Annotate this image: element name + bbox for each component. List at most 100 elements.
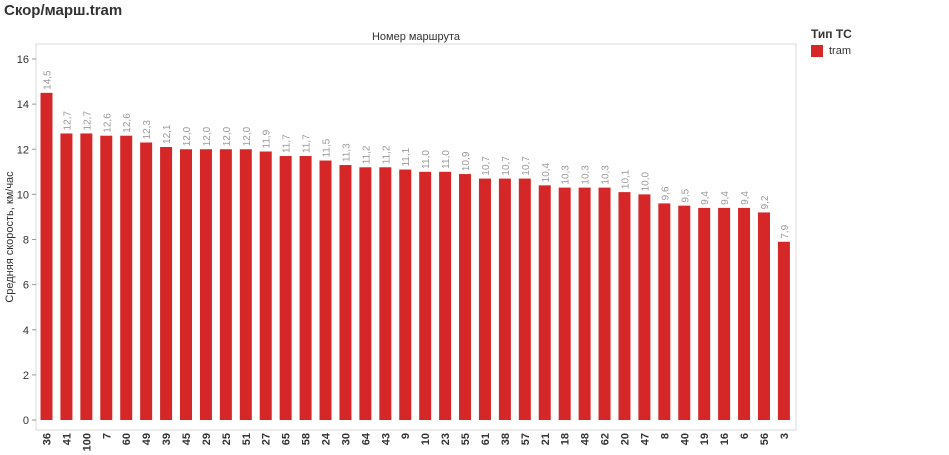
bar-route-56[interactable] [757, 212, 770, 420]
bar-value-label: 10,4 [541, 162, 552, 182]
bar-value-label: 10,3 [601, 165, 612, 185]
x-tick-label: 56 [759, 433, 771, 445]
bar-value-label: 11,9 [262, 129, 273, 148]
bar-route-19[interactable] [698, 207, 711, 420]
x-tick-label: 41 [61, 433, 73, 445]
bar-value-label: 9,4 [720, 191, 731, 205]
x-tick-label: 23 [440, 433, 452, 445]
x-tick-label: 49 [141, 433, 153, 445]
x-tick-label: 18 [560, 433, 572, 445]
bar-route-45[interactable] [180, 149, 193, 420]
bar-route-58[interactable] [299, 156, 312, 421]
bar-route-38[interactable] [498, 178, 511, 420]
x-tick-label: 65 [281, 433, 293, 445]
bar-route-43[interactable] [379, 167, 392, 420]
bar-route-64[interactable] [359, 167, 372, 420]
bar-value-label: 11,3 [341, 143, 352, 162]
bar-value-label: 9,4 [700, 191, 711, 205]
bar-value-label: 12,0 [202, 126, 213, 146]
x-tick-label: 38 [500, 433, 512, 445]
legend-label: tram [829, 45, 851, 57]
bar-value-label: 10,0 [640, 171, 651, 191]
bar-value-label: 12,0 [242, 126, 253, 146]
y-tick-label: 4 [23, 325, 29, 337]
bar-route-41[interactable] [60, 133, 73, 421]
bar-route-23[interactable] [439, 171, 452, 420]
bar-value-label: 10,9 [461, 151, 472, 171]
bar-value-label: 12,0 [222, 126, 233, 146]
x-tick-label: 16 [719, 433, 731, 445]
x-tick-label: 39 [161, 433, 173, 445]
y-axis-label: Средняя скорость, км/час [4, 171, 16, 303]
bar-route-7[interactable] [100, 135, 113, 420]
bar-value-label: 10,3 [561, 165, 572, 185]
x-tick-label: 45 [181, 433, 193, 445]
bar-route-48[interactable] [578, 187, 591, 420]
x-tick-label: 24 [321, 432, 333, 445]
bar-route-62[interactable] [598, 187, 611, 420]
y-tick-label: 16 [17, 54, 29, 66]
bar-route-25[interactable] [219, 149, 232, 420]
x-tick-label: 9 [400, 433, 412, 439]
bar-route-24[interactable] [319, 160, 332, 420]
bar-value-label: 10,1 [620, 169, 631, 189]
y-axis: 0 2 4 6 8 10 12 14 16 [17, 54, 36, 427]
x-tick-label: 3 [779, 433, 791, 439]
bar-route-60[interactable] [120, 135, 133, 420]
x-tick-label: 8 [659, 433, 671, 439]
legend-item-tram[interactable]: tram [811, 45, 852, 57]
y-tick-label: 6 [23, 280, 29, 292]
x-tick-label: 36 [42, 433, 54, 445]
x-tick-label: 48 [580, 433, 592, 445]
x-tick-label: 7 [101, 433, 113, 439]
bar-route-55[interactable] [459, 174, 472, 420]
bar-value-label: 12,6 [102, 113, 113, 133]
y-tick-label: 10 [17, 189, 29, 201]
bar-value-label: 14,5 [43, 70, 54, 90]
bar-value-label: 11,1 [401, 147, 412, 166]
x-tick-label: 55 [460, 433, 472, 445]
x-tick-label: 61 [480, 433, 492, 445]
bar-route-21[interactable] [538, 185, 551, 420]
bar-route-40[interactable] [678, 205, 691, 420]
legend: Тип ТС tram [811, 27, 852, 57]
bar-route-100[interactable] [80, 133, 93, 421]
x-tick-label: 21 [540, 433, 552, 445]
bar-route-47[interactable] [638, 194, 651, 420]
x-tick-label: 60 [121, 433, 133, 445]
bar-route-9[interactable] [399, 169, 412, 420]
bar-route-49[interactable] [140, 142, 153, 420]
bar-route-16[interactable] [718, 207, 731, 420]
bar-route-29[interactable] [199, 149, 212, 420]
bar-route-18[interactable] [558, 187, 571, 420]
x-tick-label: 57 [520, 433, 532, 445]
x-tick-label: 20 [619, 433, 631, 445]
bar-value-label: 9,4 [740, 191, 751, 205]
bar-route-27[interactable] [259, 151, 272, 420]
bar-value-label: 7,9 [780, 224, 791, 238]
x-tick-label: 6 [739, 433, 751, 439]
bar-route-65[interactable] [279, 156, 292, 421]
bar-route-51[interactable] [239, 149, 252, 420]
bar-value-label: 12,1 [162, 124, 173, 144]
bar-value-label: 10,7 [481, 156, 492, 176]
bar-route-3[interactable] [777, 241, 790, 420]
bar-route-36[interactable] [40, 92, 53, 420]
x-tick-label: 27 [261, 433, 273, 445]
bar-route-6[interactable] [738, 207, 751, 420]
bar-route-57[interactable] [518, 178, 531, 420]
y-tick-label: 8 [23, 235, 29, 247]
bar-route-10[interactable] [419, 171, 432, 420]
bar-route-30[interactable] [339, 165, 352, 420]
bar-route-20[interactable] [618, 192, 631, 420]
bar-route-61[interactable] [478, 178, 491, 420]
plot-frame [35, 43, 797, 431]
y-tick-label: 2 [23, 370, 29, 382]
bar-value-label: 11,2 [361, 145, 372, 164]
bar-route-39[interactable] [160, 146, 173, 420]
x-tick-label: 51 [241, 433, 253, 445]
chart-header-label: Номер маршрута [372, 31, 461, 43]
y-tick-label: 12 [17, 144, 29, 156]
bar-route-8[interactable] [658, 203, 671, 420]
